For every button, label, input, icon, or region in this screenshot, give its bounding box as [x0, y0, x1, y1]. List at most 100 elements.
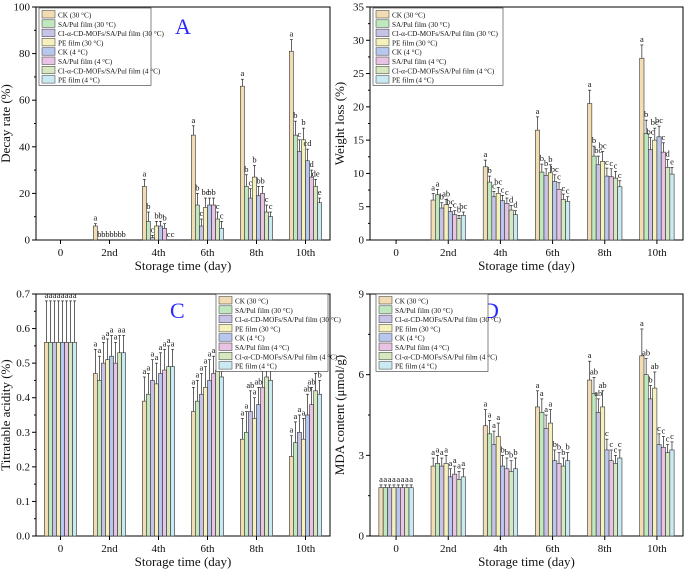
significance-letter: a — [57, 290, 61, 300]
bar — [244, 431, 249, 537]
significance-letter: a — [440, 447, 444, 457]
y-tick-label: 30 — [353, 35, 365, 47]
bar — [643, 133, 649, 241]
x-tick-label: 6th — [546, 543, 561, 555]
legend-swatch — [218, 333, 233, 342]
significance-letter: ab — [308, 376, 316, 386]
significance-letter: a — [431, 182, 435, 192]
bar — [252, 176, 257, 241]
significance-letter: c — [618, 170, 622, 180]
significance-letter: a — [240, 68, 244, 78]
significance-letter: a — [93, 213, 97, 223]
x-tick-label: 6th — [200, 247, 215, 259]
significance-letter: b — [293, 110, 297, 120]
significance-letter: b — [122, 229, 126, 239]
significance-letter: a — [436, 444, 440, 454]
y-tick-label: 15 — [353, 135, 365, 147]
y-tick-label: 0.7 — [16, 289, 30, 301]
bar — [162, 369, 167, 537]
legend-entry: CK (4 °C) — [392, 49, 422, 57]
significance-letter: d — [513, 200, 518, 210]
bar — [587, 103, 593, 241]
significance-letter: b — [509, 450, 513, 460]
bar — [166, 366, 171, 537]
bar — [456, 479, 462, 537]
significance-letter: a — [405, 474, 409, 484]
significance-letter: a — [142, 168, 146, 178]
significance-letter: a — [191, 115, 195, 125]
bar — [656, 136, 662, 241]
bar — [309, 404, 314, 537]
chart-panel-b: 0 5 10 15 20 25 30 35 0 2nd 4th 6th 8th 10th Storage t… — [332, 2, 684, 273]
legend-entry: CK (30 °C) — [392, 12, 426, 20]
significance-letter: a — [496, 412, 500, 422]
significance-letter: b — [561, 447, 565, 457]
legend-frame — [215, 293, 329, 372]
significance-letter: c — [605, 428, 609, 438]
bar — [150, 380, 155, 537]
significance-letter: a — [61, 290, 65, 300]
significance-letter: a — [640, 318, 644, 328]
legend-entry: PE film (4 °C) — [392, 77, 434, 85]
y-axis-title: Titratable acidity (%) — [0, 359, 13, 470]
y-tick-label: 0.4 — [16, 392, 30, 404]
bar — [639, 57, 645, 241]
bar — [52, 342, 57, 537]
legend-swatch — [41, 75, 56, 84]
legend-swatch — [41, 47, 56, 56]
bar — [305, 414, 310, 537]
significance-letter: a — [204, 356, 208, 366]
bar — [665, 167, 671, 241]
significance-letter: a — [453, 455, 457, 465]
panel-letter: C — [170, 298, 185, 323]
bar — [613, 463, 618, 537]
significance-letter: a — [289, 425, 293, 435]
legend-swatch — [378, 296, 393, 305]
significance-letter: c — [561, 183, 565, 193]
bar — [301, 139, 306, 241]
significance-letter: a — [212, 345, 216, 355]
significance-letter: ab — [442, 188, 450, 198]
significance-letter: b — [540, 153, 544, 163]
bar — [113, 362, 118, 537]
bar — [604, 449, 610, 537]
significance-letter: c — [661, 426, 665, 436]
legend-frame — [38, 7, 152, 86]
significance-letter: b — [488, 165, 492, 175]
significance-letter: a — [167, 335, 171, 345]
bar — [500, 465, 506, 537]
legend-swatch — [218, 352, 233, 361]
significance-letter: c — [171, 229, 175, 239]
bar — [158, 373, 163, 537]
bar — [652, 387, 658, 537]
legend-entry: Cl-α-CD-MOFs/SA/Pul film (4 °C) — [58, 67, 161, 75]
significance-letter: b — [260, 175, 264, 185]
y-axis-title: Decay rate (%) — [0, 84, 13, 163]
x-tick-label: 4th — [151, 247, 166, 259]
x-tick-label: 2nd — [440, 247, 457, 259]
significance-letter: a — [588, 350, 592, 360]
significance-letter: a — [155, 352, 159, 362]
significance-letter: a — [98, 345, 102, 355]
significance-letter: a — [65, 290, 69, 300]
bar — [260, 387, 265, 537]
legend: CK (30 °C)SA/Pul film (30 °C)Cl-α-CD-MOF… — [215, 293, 341, 372]
bar — [400, 487, 405, 537]
bar — [660, 446, 666, 537]
legend-entry: CK (30 °C) — [58, 12, 92, 20]
y-tick-label: 0.3 — [16, 427, 30, 439]
bar — [207, 380, 212, 537]
bar — [539, 412, 545, 537]
significance-letter: a — [289, 29, 293, 39]
significance-letter: a — [142, 366, 146, 376]
x-tick-label: 4th — [493, 543, 508, 555]
legend-swatch — [378, 342, 393, 351]
bar — [378, 487, 384, 537]
bar — [500, 200, 506, 241]
y-tick-label: 40 — [19, 141, 31, 153]
legend-swatch — [375, 66, 390, 75]
significance-letter: b — [500, 444, 504, 454]
x-tick-label: 6th — [546, 247, 561, 259]
significance-letter: bc — [551, 164, 559, 174]
significance-letter: c — [298, 129, 302, 139]
